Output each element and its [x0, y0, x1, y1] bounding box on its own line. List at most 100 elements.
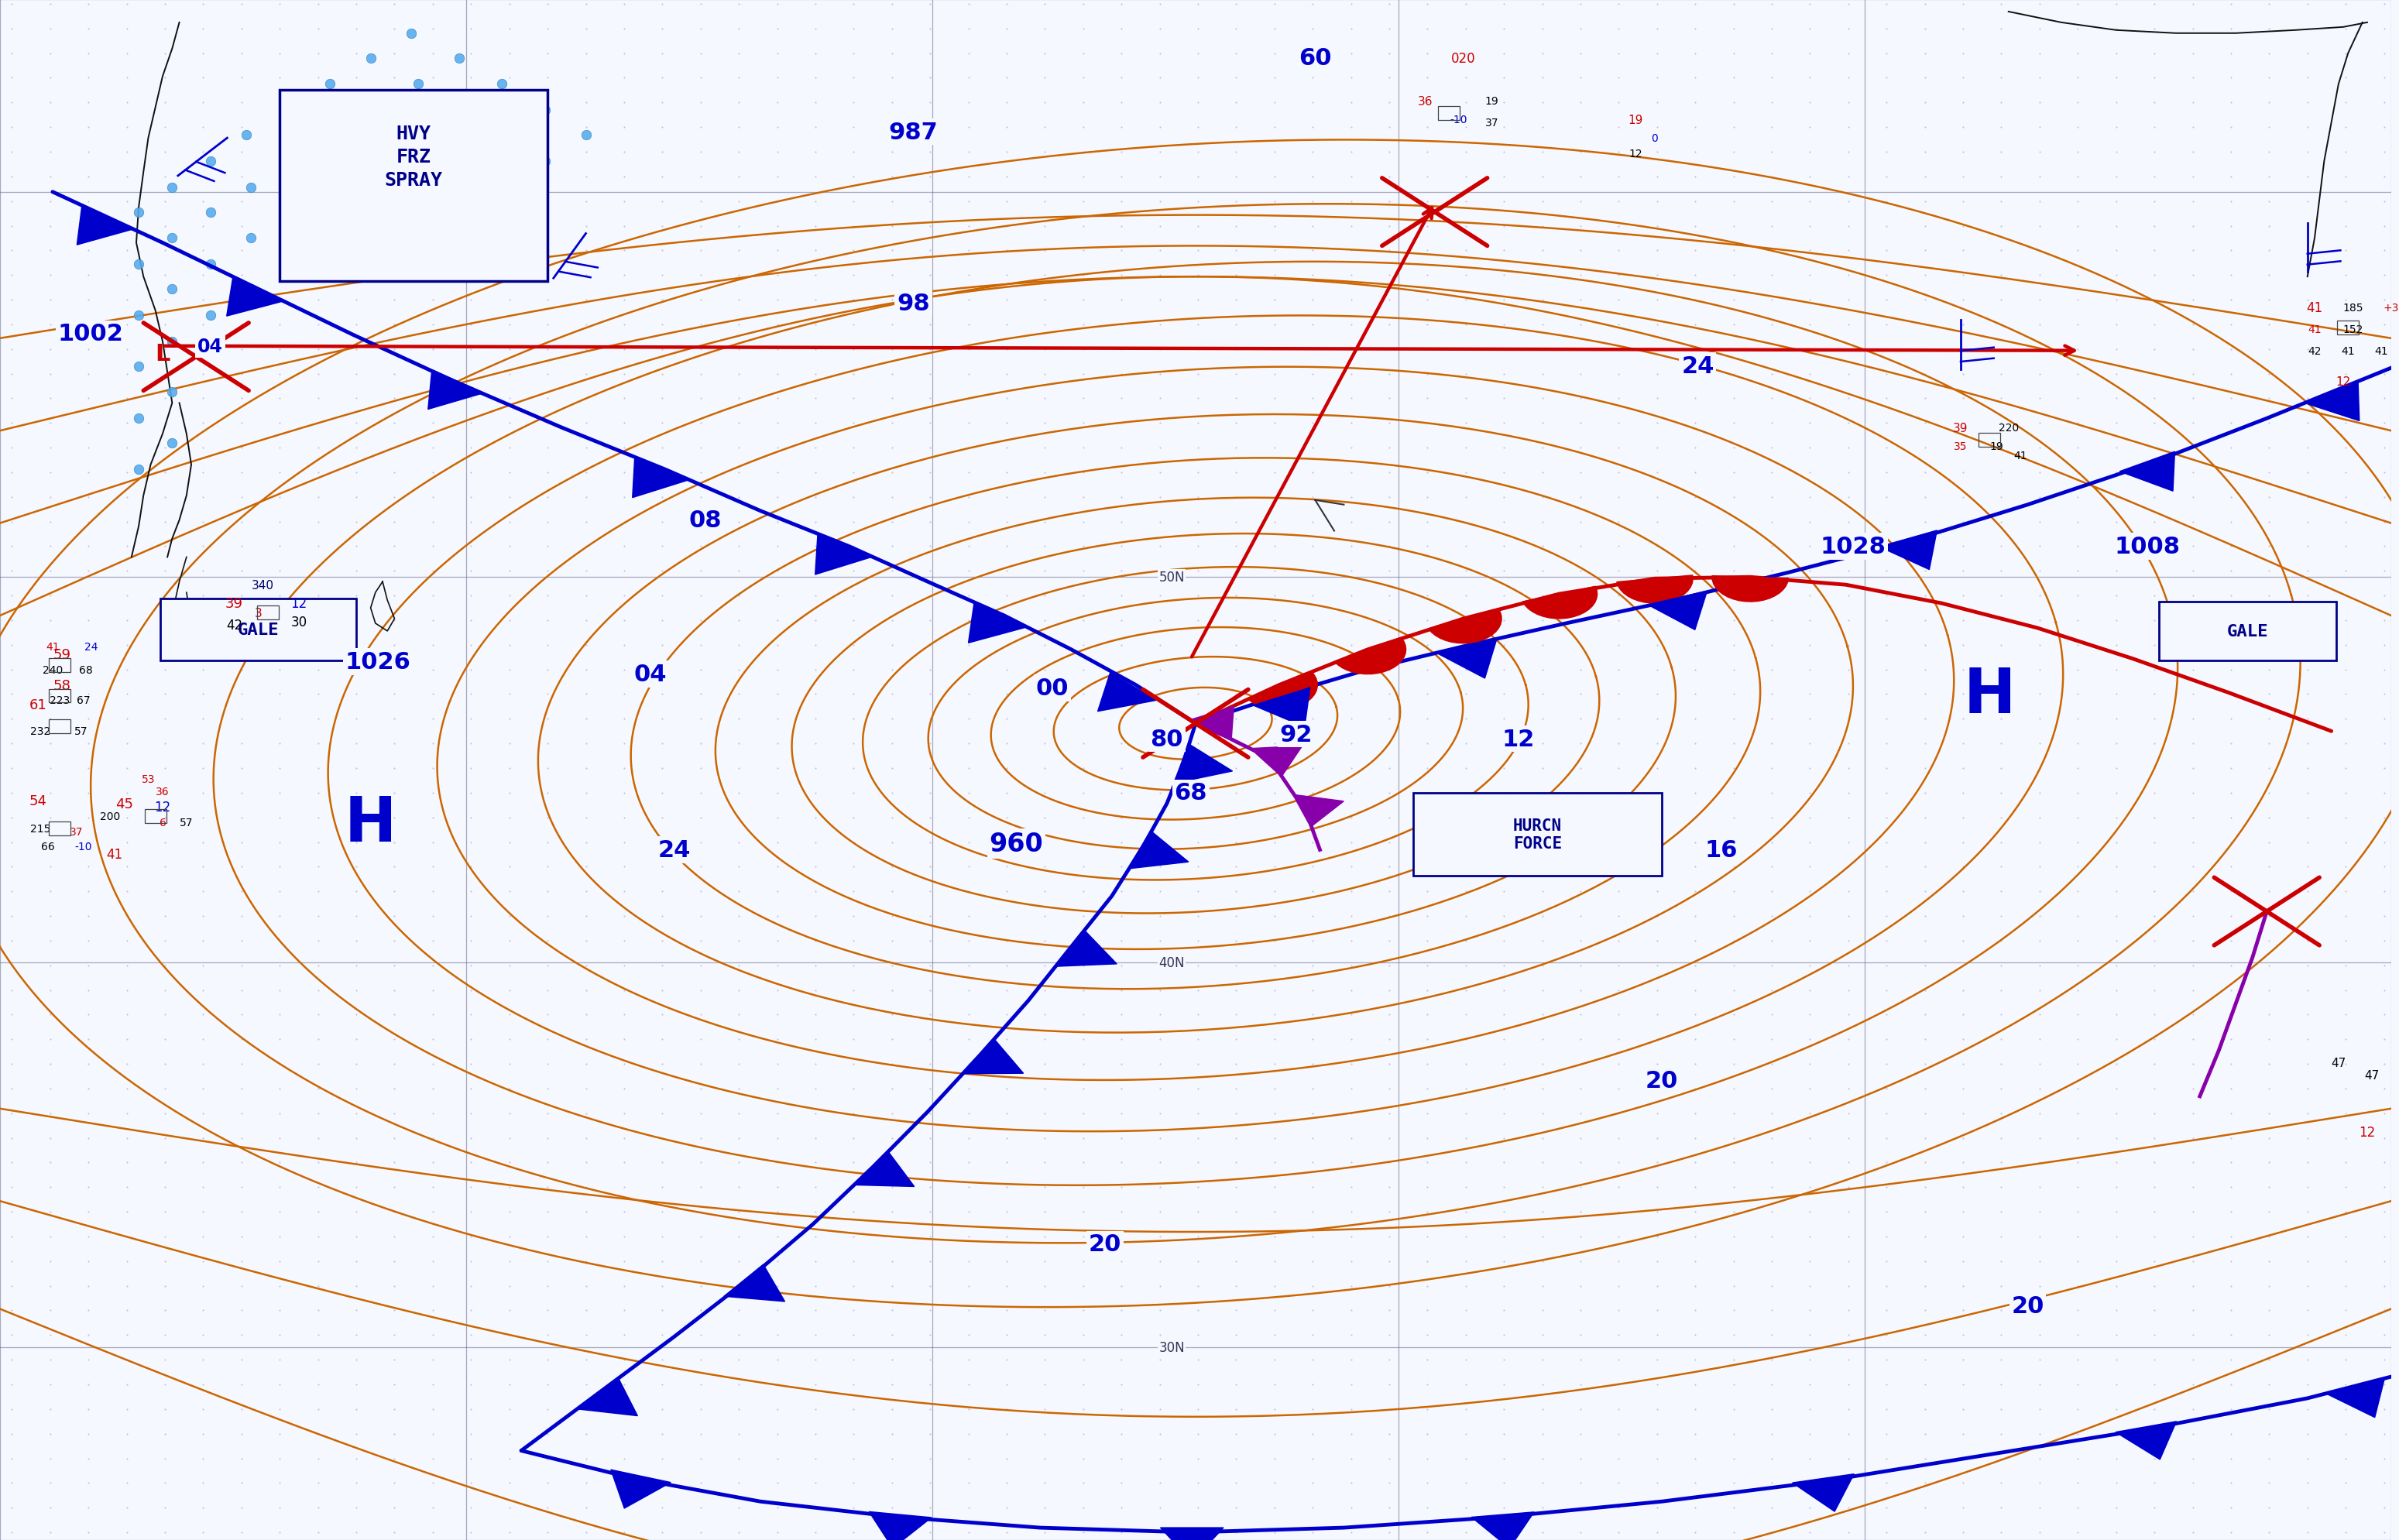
Polygon shape: [724, 1264, 784, 1301]
Text: 04: 04: [633, 664, 667, 685]
Text: 36: 36: [156, 785, 170, 798]
Polygon shape: [2116, 1421, 2176, 1460]
Polygon shape: [1471, 1512, 1533, 1540]
Polygon shape: [226, 277, 283, 317]
Text: H: H: [1962, 665, 2015, 727]
Text: 12: 12: [2337, 376, 2351, 388]
Polygon shape: [1252, 747, 1303, 776]
Text: 04: 04: [197, 337, 223, 356]
Text: H: H: [345, 793, 396, 855]
Polygon shape: [1295, 795, 1343, 827]
Text: 54: 54: [29, 793, 48, 809]
Text: 30N: 30N: [1159, 1340, 1185, 1355]
Text: 340: 340: [252, 579, 273, 591]
Bar: [48, 719, 70, 733]
Text: 40N: 40N: [1159, 955, 1185, 970]
Text: 19: 19: [1629, 114, 1643, 126]
Text: 16: 16: [1706, 839, 1737, 861]
Text: HVY
FRZ
SPRAY: HVY FRZ SPRAY: [384, 125, 444, 189]
Text: 220: 220: [1998, 422, 2018, 434]
Text: 24: 24: [1682, 356, 1715, 377]
Text: 47: 47: [2365, 1069, 2380, 1081]
Text: 41: 41: [2308, 323, 2322, 336]
Text: HURCN
FORCE: HURCN FORCE: [1514, 818, 1562, 852]
Text: 37: 37: [1485, 117, 1499, 129]
Text: 39: 39: [226, 596, 242, 611]
Text: 41: 41: [2305, 300, 2322, 316]
Text: 215: 215: [31, 822, 50, 835]
Polygon shape: [1792, 1474, 1854, 1511]
Text: 19: 19: [1989, 440, 2003, 453]
Text: 41: 41: [106, 847, 122, 862]
Polygon shape: [633, 459, 689, 497]
Text: 50N: 50N: [1159, 570, 1185, 585]
Text: +3: +3: [2382, 302, 2399, 314]
Polygon shape: [1161, 1528, 1223, 1540]
FancyBboxPatch shape: [2159, 602, 2337, 661]
Text: 6: 6: [158, 816, 166, 829]
Text: 240: 240: [43, 664, 62, 676]
Text: 68: 68: [79, 664, 94, 676]
FancyBboxPatch shape: [161, 599, 357, 661]
Text: 1002: 1002: [58, 323, 125, 345]
Polygon shape: [1173, 744, 1233, 784]
Polygon shape: [1334, 638, 1406, 675]
Bar: [257, 605, 278, 619]
Text: 59: 59: [53, 647, 72, 662]
Polygon shape: [2305, 382, 2358, 422]
Polygon shape: [969, 604, 1024, 644]
Text: 41: 41: [46, 641, 60, 653]
Text: 1008: 1008: [2114, 536, 2181, 557]
Polygon shape: [1056, 930, 1118, 967]
Polygon shape: [816, 536, 871, 574]
Text: 20: 20: [1089, 1234, 1120, 1255]
Text: 960: 960: [988, 832, 1044, 856]
Text: 58: 58: [53, 678, 72, 693]
Text: -10: -10: [1449, 114, 1468, 126]
Polygon shape: [1437, 641, 1497, 679]
Text: 42: 42: [226, 618, 242, 633]
Polygon shape: [2121, 453, 2176, 491]
Bar: [48, 688, 70, 702]
Text: 20: 20: [2010, 1295, 2044, 1317]
Polygon shape: [578, 1378, 638, 1415]
Text: 66: 66: [41, 841, 55, 853]
Text: 3: 3: [254, 607, 261, 619]
Text: 41: 41: [2375, 345, 2389, 357]
Text: 1026: 1026: [345, 651, 410, 673]
Text: 987: 987: [888, 122, 938, 143]
Polygon shape: [1188, 707, 1233, 739]
Polygon shape: [1247, 671, 1317, 710]
Bar: [48, 822, 70, 835]
Polygon shape: [868, 1512, 931, 1540]
FancyBboxPatch shape: [1413, 793, 1663, 876]
Text: 152: 152: [2344, 323, 2363, 336]
Text: 61: 61: [29, 698, 48, 713]
Text: L: L: [156, 343, 170, 365]
Text: 08: 08: [689, 510, 722, 531]
Text: 36: 36: [1418, 95, 1432, 108]
Text: 98: 98: [897, 293, 931, 314]
Text: 00: 00: [1036, 678, 1068, 699]
Bar: [2337, 320, 2358, 334]
Polygon shape: [1427, 608, 1502, 644]
Text: 57: 57: [180, 816, 194, 829]
Text: 24: 24: [84, 641, 98, 653]
Text: 19: 19: [1485, 95, 1499, 108]
Polygon shape: [1878, 531, 1936, 570]
Polygon shape: [1128, 832, 1188, 869]
Text: 0: 0: [1651, 132, 1658, 145]
Text: 60: 60: [1298, 48, 1331, 69]
Text: 185: 185: [2341, 302, 2363, 314]
Text: GALE: GALE: [2226, 624, 2269, 639]
Text: 67: 67: [77, 695, 91, 707]
Text: 12: 12: [1502, 728, 1535, 750]
Polygon shape: [77, 206, 134, 245]
Bar: [1439, 106, 1459, 120]
Polygon shape: [2327, 1378, 2385, 1417]
Text: 30: 30: [290, 614, 307, 630]
FancyBboxPatch shape: [281, 91, 547, 282]
Text: 37: 37: [70, 825, 84, 838]
Text: 45: 45: [115, 796, 134, 812]
Text: 68: 68: [1176, 782, 1207, 804]
